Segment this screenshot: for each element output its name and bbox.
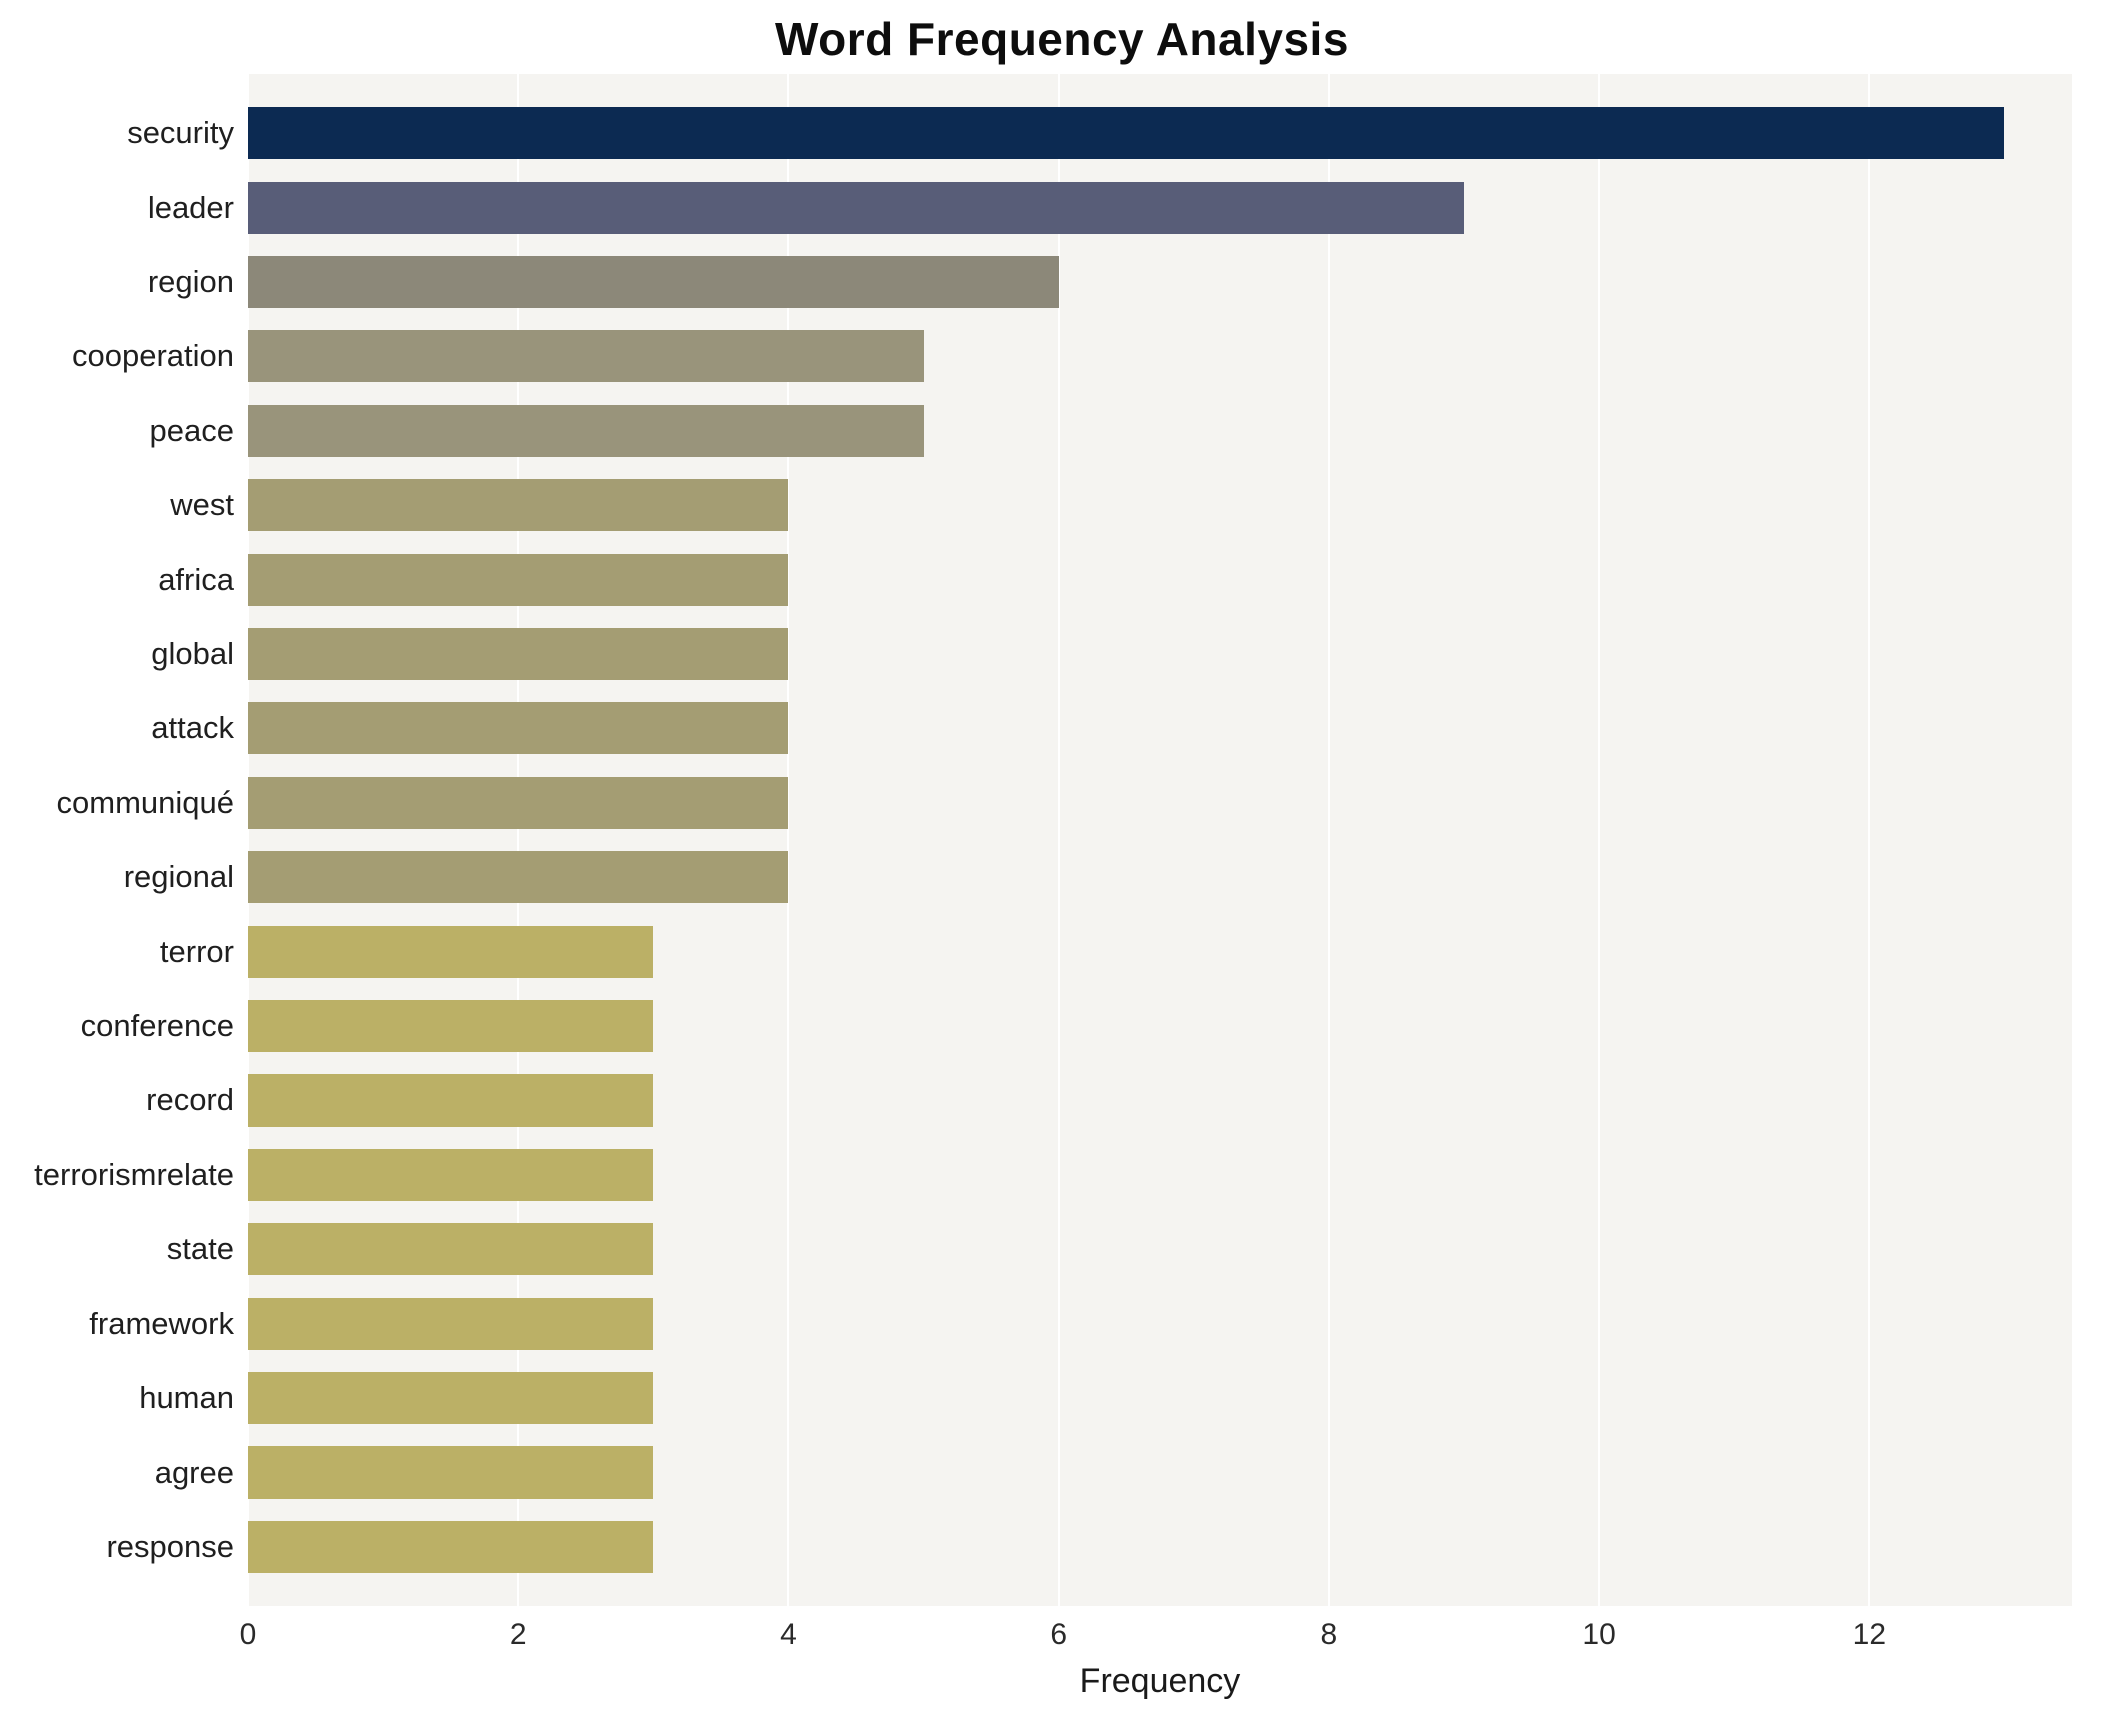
bar bbox=[248, 479, 789, 532]
bar bbox=[248, 404, 924, 457]
category-label: agree bbox=[154, 1454, 234, 1490]
bar bbox=[248, 330, 924, 383]
x-axis-ticks: 0 2 4 6 8 10 12 bbox=[240, 1618, 2072, 1658]
bar bbox=[248, 107, 2005, 160]
x-tick-label: 6 bbox=[1050, 1618, 1067, 1651]
bar-rows: security leader region cooperation peace west… bbox=[34, 96, 2072, 1584]
x-tick-label: 4 bbox=[780, 1618, 797, 1651]
bar-row: west bbox=[170, 468, 2072, 542]
bar bbox=[248, 181, 1464, 234]
gridline bbox=[787, 74, 790, 1606]
x-tick-label: 8 bbox=[1320, 1618, 1338, 1651]
category-label: conference bbox=[80, 1008, 234, 1044]
category-label: region bbox=[147, 264, 234, 300]
plot-area: security leader region cooperation peace west… bbox=[34, 74, 2072, 1606]
bar-row: state bbox=[167, 1212, 2072, 1286]
gridline bbox=[1598, 74, 1601, 1606]
category-label: communiqué bbox=[56, 784, 234, 820]
category-label: record bbox=[146, 1082, 234, 1118]
bar-row: communiqué bbox=[57, 766, 2072, 840]
bar-row: cooperation bbox=[72, 319, 2072, 393]
bar-row: attack bbox=[151, 691, 2072, 765]
bar bbox=[248, 1223, 654, 1276]
x-tick-label: 2 bbox=[509, 1618, 527, 1651]
bar bbox=[248, 1297, 654, 1350]
bar bbox=[248, 851, 789, 904]
x-tick-label: 10 bbox=[1582, 1618, 1616, 1651]
bar bbox=[248, 1000, 654, 1053]
bar-row: response bbox=[106, 1510, 2072, 1584]
bar bbox=[248, 1074, 654, 1127]
category-label: security bbox=[127, 115, 234, 151]
bar-row: regional bbox=[124, 840, 2072, 914]
bar bbox=[248, 776, 789, 829]
category-label: terrorismrelate bbox=[34, 1156, 234, 1192]
category-label: africa bbox=[158, 561, 234, 597]
bar-row: terrorismrelate bbox=[34, 1138, 2072, 1212]
x-axis-label: Frequency bbox=[1079, 1662, 1241, 1700]
category-label: peace bbox=[149, 412, 234, 448]
category-label: state bbox=[166, 1231, 234, 1267]
bar-row: leader bbox=[148, 170, 2072, 244]
category-label: global bbox=[151, 636, 234, 672]
bar-row: peace bbox=[150, 394, 2072, 468]
gridline bbox=[517, 74, 520, 1606]
bar-row: terror bbox=[160, 914, 2072, 988]
gridline bbox=[1057, 74, 1060, 1606]
x-tick-label: 0 bbox=[239, 1618, 257, 1651]
category-label: cooperation bbox=[71, 338, 234, 374]
bar-row: conference bbox=[81, 989, 2072, 1063]
category-label: regional bbox=[123, 859, 234, 895]
bar-row: agree bbox=[155, 1435, 2072, 1509]
bar-row: human bbox=[139, 1361, 2072, 1435]
bar-row: record bbox=[146, 1063, 2072, 1137]
bar bbox=[248, 1446, 654, 1499]
bar bbox=[248, 1372, 654, 1425]
bar bbox=[248, 628, 789, 681]
x-tick-label: 12 bbox=[1852, 1618, 1887, 1651]
bar bbox=[248, 1520, 654, 1573]
category-label: terror bbox=[159, 933, 234, 969]
bar bbox=[248, 553, 789, 606]
gridline bbox=[247, 74, 249, 1606]
category-label: leader bbox=[147, 189, 234, 225]
chart-title: Word Frequency Analysis bbox=[775, 13, 1349, 65]
bar bbox=[248, 255, 1059, 309]
category-label: human bbox=[139, 1380, 234, 1416]
category-label: west bbox=[170, 487, 234, 523]
bar-row: framework bbox=[89, 1287, 2072, 1361]
category-label: response bbox=[106, 1528, 234, 1564]
bar bbox=[248, 702, 789, 755]
category-label: attack bbox=[151, 710, 234, 746]
gridline bbox=[1327, 74, 1330, 1606]
bar-row: region bbox=[148, 245, 2072, 319]
bar bbox=[248, 925, 654, 978]
category-label: framework bbox=[89, 1305, 234, 1341]
bar-row: africa bbox=[158, 542, 2072, 616]
bar-row: global bbox=[151, 617, 2072, 691]
gridline bbox=[1868, 74, 1871, 1606]
bar-row: security bbox=[127, 96, 2072, 170]
bar bbox=[248, 1148, 654, 1201]
